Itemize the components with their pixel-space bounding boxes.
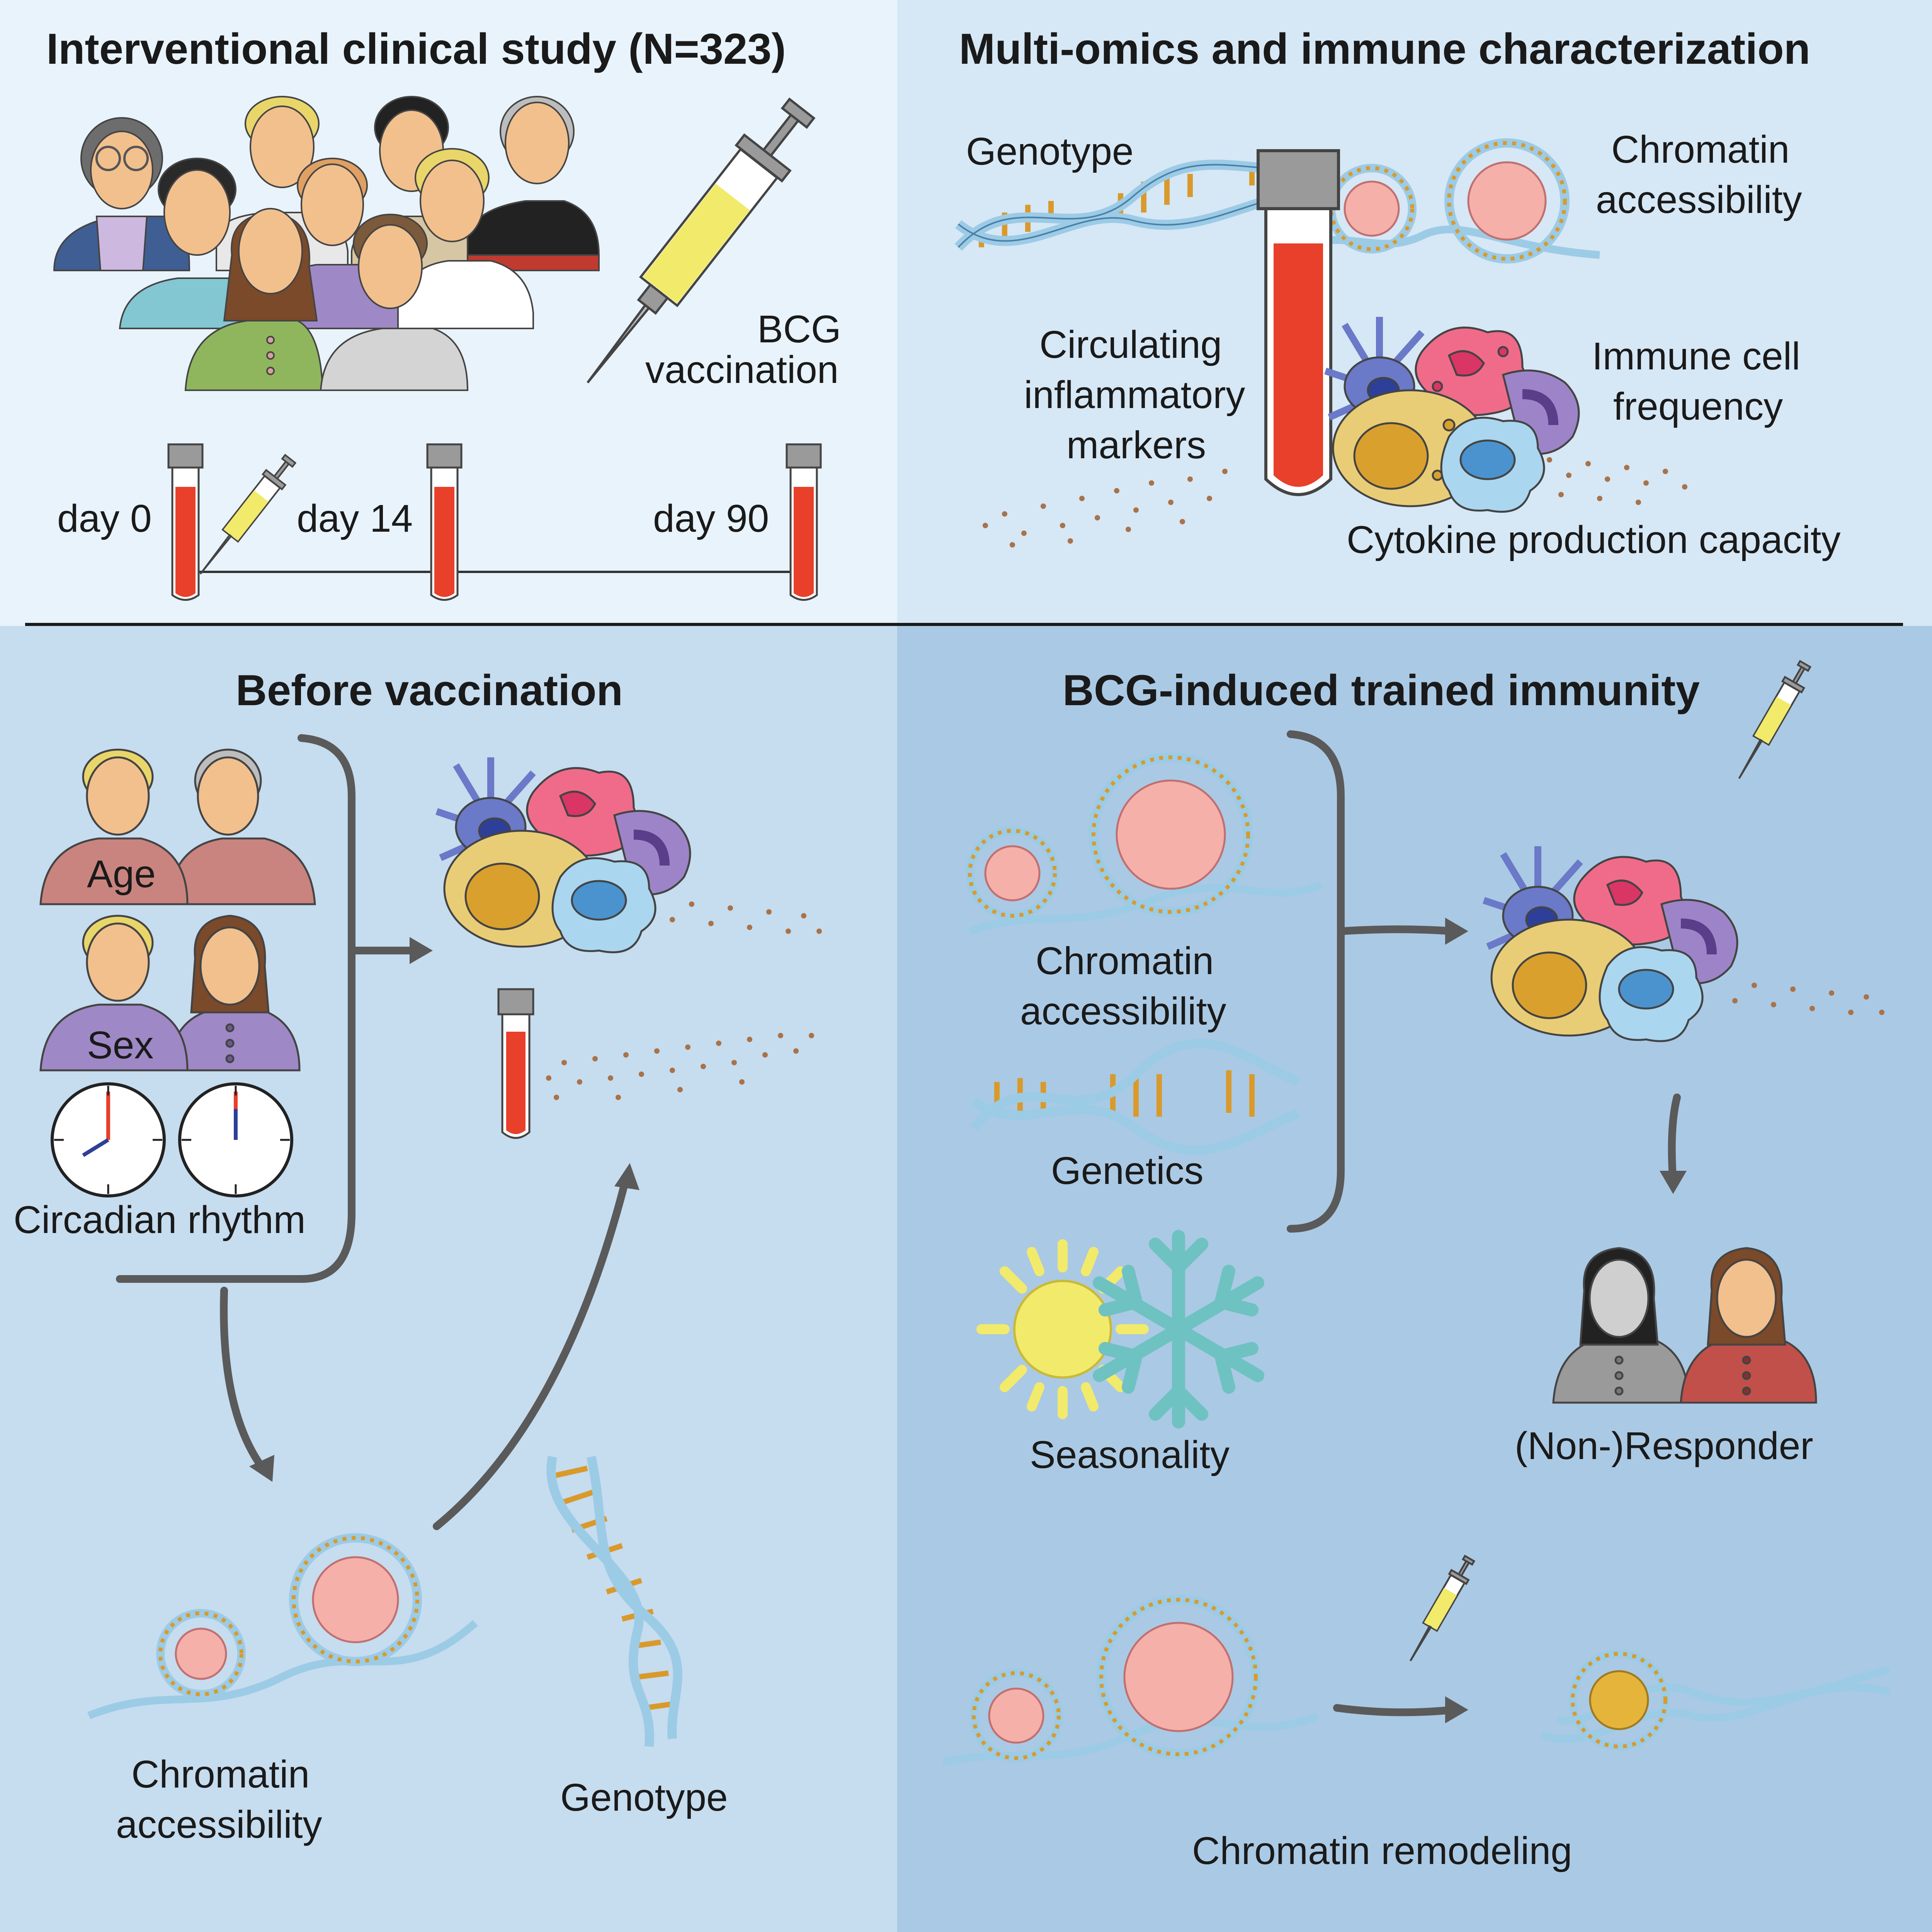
genetics-helix-illustration [970,1039,1300,1155]
omics-genotype-label: Genotype [966,130,1134,173]
study-title: Interventional clinical study (N=323) [46,25,786,73]
age-people-illustration [39,748,316,905]
chromatin-illustration [1305,138,1600,264]
omics-cytokine-label: Cytokine production capacity [1347,518,1841,561]
panel-multi-omics [897,0,1932,626]
responder-people-illustration [1552,1247,1817,1404]
horizontal-divider [25,623,1903,626]
before-chromatin-label-2: accessibility [116,1803,322,1846]
cytokine-dots-illustration [983,457,1687,548]
omics-cell-frequency-label-1: Immune cell [1592,335,1801,378]
immune-cells-illustration [1324,317,1580,513]
vaccination-label: vaccination [645,348,839,391]
trained-chromatin-label-2: accessibility [1020,990,1226,1033]
age-label: Age [87,852,156,896]
omics-cell-frequency-label-2: frequency [1613,385,1783,428]
sex-label: Sex [87,1024,154,1067]
before-chromatin-label-1: Chromatin [131,1753,310,1796]
before-title: Before vaccination [236,666,623,714]
blood-tube-small-icon [497,988,814,1139]
sun-snowflake-icon [976,1230,1264,1429]
timepoint-day-14: day 14 [297,497,413,540]
immune-cells-before-illustration [435,757,822,953]
immune-cells-trained-illustration [1483,846,1884,1042]
omics-markers-label-2: inflammatory [1024,373,1245,417]
bracket-arrows-illustration [116,734,639,1530]
omics-markers-label-1: Circulating [1039,323,1222,366]
genetics-label: Genetics [1051,1149,1204,1192]
dna-helix-illustration [954,160,1308,251]
timepoint-day-90: day 90 [653,497,769,540]
trained-bracket-arrows-illustration [1287,730,1687,1233]
omics-chromatin-label-1: Chromatin [1611,128,1790,171]
chromatin-trained-illustration [966,752,1323,935]
omics-markers-label-3: markers [1066,423,1206,467]
timepoint-day-0: day 0 [57,497,152,540]
syringe-icon [587,97,816,384]
omics-chromatin-label-2: accessibility [1596,178,1802,221]
trained-title: BCG-induced trained immunity [1063,666,1700,714]
timeline-illustration [167,443,822,601]
bcg-label: BCG [757,308,841,351]
clock-icon [51,1082,293,1197]
chromatin-remodeling-illustration [942,1554,1891,1766]
blood-tube-icon [1257,149,1340,496]
genotype-helix-illustration [546,1456,682,1747]
circadian-label: Circadian rhythm [14,1198,306,1242]
sex-people-illustration [39,915,301,1071]
omics-title: Multi-omics and immune characterization [959,25,1811,73]
before-genotype-label: Genotype [560,1776,728,1819]
remodeling-label: Chromatin remodeling [1192,1829,1572,1872]
seasonality-label: Seasonality [1030,1433,1230,1476]
responder-label: (Non-)Responder [1515,1424,1813,1468]
participants-group-illustration [53,96,600,391]
chromatin-before-illustration [87,1533,478,1719]
trained-chromatin-label-1: Chromatin [1036,939,1214,983]
syringe-small-icon [1738,660,1811,779]
